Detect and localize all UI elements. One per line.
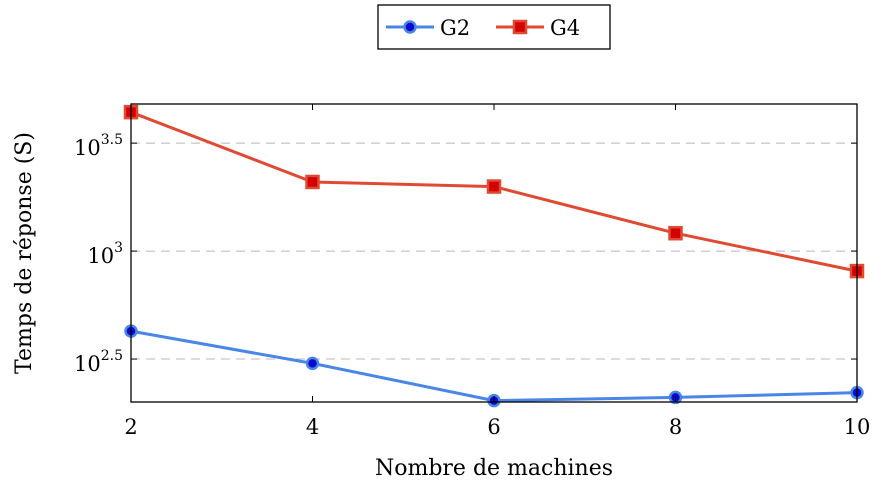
y-tick-label: 103.5 — [74, 132, 123, 160]
x-tick-label: 6 — [487, 415, 500, 439]
legend-marker — [512, 19, 528, 35]
y-tick-label: 103 — [87, 240, 123, 268]
series-g2 — [124, 324, 864, 408]
y-tick-exponent: 3.5 — [101, 132, 123, 148]
x-tick-label: 4 — [306, 415, 319, 439]
y-tick-exponent: 2.5 — [101, 348, 123, 364]
x-tick-label: 2 — [124, 415, 137, 439]
legend-entry-g2: G2 — [386, 16, 470, 40]
y-tick-exponent: 3 — [114, 240, 123, 256]
legend-entry-g4: G4 — [496, 16, 580, 40]
y-axis-label: Temps de réponse (S) — [12, 132, 37, 374]
y-tick-label: 102.5 — [74, 348, 123, 376]
x-tick-label: 10 — [844, 415, 871, 439]
legend-marker — [403, 20, 417, 34]
data-point — [486, 179, 502, 194]
y-tick-base: 10 — [74, 352, 101, 376]
data-point — [305, 356, 320, 371]
series-line — [130, 329, 858, 403]
x-axis-ticks: 2 4 6 8 10 — [124, 104, 870, 439]
legend-label: G2 — [440, 16, 470, 40]
x-tick-label: 8 — [669, 415, 682, 439]
data-point — [668, 225, 683, 241]
x-axis-label: Nombre de machines — [375, 456, 613, 481]
legend-label: G4 — [550, 16, 580, 40]
plot-frame — [130, 103, 858, 403]
legend: G2 G4 — [377, 4, 611, 50]
data-point — [305, 174, 320, 190]
gridlines — [131, 142, 857, 360]
series-layer — [123, 104, 865, 408]
y-tick-base: 10 — [87, 244, 114, 268]
y-tick-base: 10 — [74, 136, 101, 160]
